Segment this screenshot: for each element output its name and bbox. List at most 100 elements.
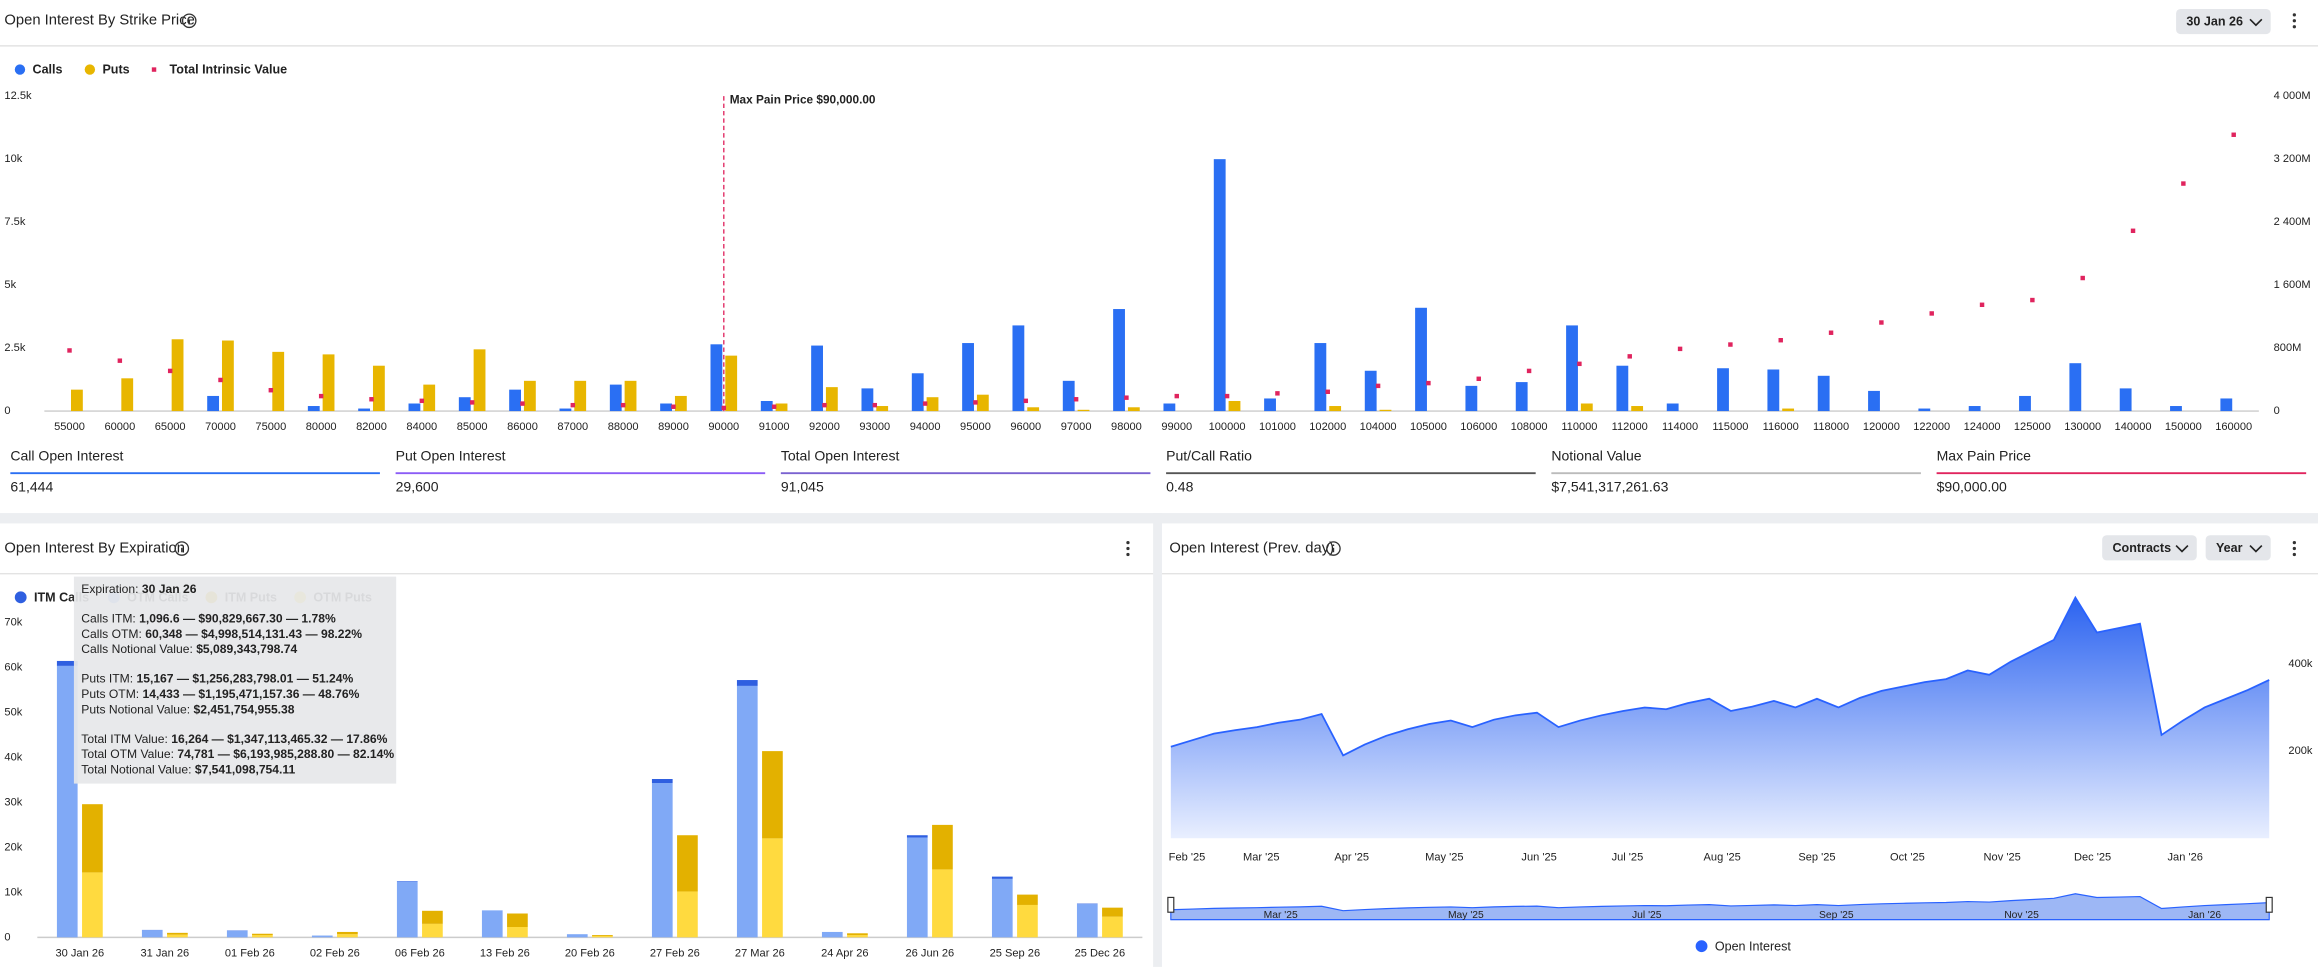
bar: [2220, 398, 2233, 412]
navigator-label: Jan '26: [2188, 910, 2221, 921]
x-tick-label: Aug '25: [1704, 851, 1741, 863]
bar-segment: [167, 932, 188, 935]
legend-marker: [151, 67, 157, 72]
bar: [962, 343, 974, 412]
x-tick-label: 130000: [2064, 421, 2101, 433]
bar: [1767, 369, 1780, 412]
bar: [272, 351, 285, 412]
menu-dot[interactable]: [2292, 541, 2296, 545]
tooltip-line: Calls Notional Value: $5,089,343,798.74: [81, 642, 297, 656]
intrinsic-marker: [1728, 342, 1733, 347]
menu-dot[interactable]: [1126, 541, 1130, 545]
bar: [710, 344, 723, 412]
x-tick-label: 30 Jan 26: [55, 948, 104, 960]
separator: [1153, 513, 1162, 967]
bar: [1580, 403, 1593, 412]
x-tick-label: 25 Sep 26: [990, 948, 1041, 960]
x-tick-label: 94000: [910, 421, 941, 433]
bar-segment: [141, 930, 163, 938]
bar: [1415, 307, 1427, 412]
bar-segment: [507, 926, 528, 938]
x-tick-label: 97000: [1061, 421, 1092, 433]
legend-label[interactable]: Open Interest: [1715, 939, 1792, 953]
x-tick-label: Jan '26: [2168, 851, 2203, 863]
x-tick-label: 27 Mar 26: [735, 948, 785, 960]
tooltip-title: Expiration: 30 Jan 26: [81, 582, 196, 596]
x-tick-label: 84000: [406, 421, 437, 433]
bar-segment: [677, 891, 698, 938]
navigator-handle[interactable]: [1167, 896, 1175, 913]
x-tick-label: 90000: [708, 421, 739, 433]
dropdown-button[interactable]: [2176, 8, 2271, 35]
dropdown-button[interactable]: [2102, 535, 2197, 561]
x-tick-label: 105000: [1410, 421, 1447, 433]
stat-label: Put Open Interest: [396, 448, 506, 464]
navigator-area: [1170, 893, 2270, 921]
menu-dot[interactable]: [2292, 552, 2296, 557]
bar: [1379, 409, 1392, 412]
bar: [1012, 325, 1025, 412]
bar: [976, 394, 989, 412]
bar-segment: [847, 933, 868, 936]
bar: [1616, 365, 1629, 412]
intrinsic-marker: [419, 398, 425, 404]
intrinsic-marker: [117, 358, 123, 363]
tooltip-line: Puts ITM: 15,167 — $1,256,283,798.01 — 5…: [81, 672, 353, 686]
intrinsic-marker: [1073, 397, 1079, 402]
navigator-handle[interactable]: [2265, 896, 2273, 913]
panel-title: Open Interest (Prev. day): [1169, 540, 1334, 556]
tooltip-line-label: Calls OTM:: [81, 627, 142, 641]
tooltip-line-value: 60,348 — $4,998,514,131.43 — 98.22%: [145, 627, 362, 641]
bar-segment: [337, 934, 358, 938]
menu-dot[interactable]: [1126, 546, 1130, 551]
tooltip-line: Calls ITM: 1,096.6 — $90,829,667.30 — 1.…: [81, 612, 336, 626]
info-icon[interactable]: [174, 541, 190, 556]
tooltip-title-label: Expiration:: [81, 582, 138, 596]
x-tick-label: 122000: [1913, 421, 1950, 433]
y-tick-label: 10k: [4, 153, 22, 165]
intrinsic-marker: [1778, 337, 1783, 343]
dropdown-button[interactable]: [2205, 535, 2271, 561]
x-tick-label: 101000: [1259, 421, 1296, 433]
bar: [1113, 309, 1125, 412]
tooltip-line-label: Puts Notional Value:: [81, 703, 190, 717]
y2-tick-label: 800M: [2274, 342, 2302, 354]
bar: [523, 380, 536, 412]
bar-segment: [762, 751, 783, 839]
menu-dot[interactable]: [2292, 13, 2296, 17]
info-icon[interactable]: [1326, 541, 1341, 556]
intrinsic-marker: [1224, 393, 1230, 399]
x-tick-label: Apr '25: [1334, 851, 1369, 863]
menu-dot[interactable]: [1126, 552, 1130, 557]
tooltip: [73, 576, 397, 784]
bar-segment: [226, 930, 248, 938]
legend-label[interactable]: Puts: [102, 63, 129, 77]
y-tick-label: 12.5k: [4, 90, 32, 102]
legend-label[interactable]: Calls: [33, 63, 63, 77]
tooltip-line-value: 1,096.6 — $90,829,667.30 — 1.78%: [139, 612, 336, 626]
x-tick-label: 100000: [1209, 421, 1246, 433]
menu-dot[interactable]: [2292, 25, 2296, 29]
y-tick-label: 0: [4, 405, 10, 417]
menu-dot[interactable]: [2292, 19, 2296, 23]
stat-label: Put/Call Ratio: [1166, 448, 1252, 464]
info-icon-dot: [1332, 544, 1335, 547]
bar: [861, 388, 874, 412]
bar: [408, 403, 421, 412]
bar-segment: [82, 804, 103, 873]
x-tick-label: 82000: [356, 421, 387, 433]
x-tick-label: Feb '25: [1169, 851, 1206, 863]
intrinsic-marker: [620, 402, 626, 408]
x-tick-label: 88000: [608, 421, 639, 433]
legend-label[interactable]: Total Intrinsic Value: [170, 63, 288, 77]
x-tick-label: Dec '25: [2074, 851, 2111, 863]
chevron: [2249, 545, 2263, 553]
bar: [509, 389, 522, 412]
intrinsic-marker: [1174, 393, 1179, 399]
info-icon[interactable]: [181, 13, 197, 29]
tooltip-line: Total ITM Value: 16,264 — $1,347,113,465…: [81, 732, 387, 746]
navigator-label: Jul '25: [1632, 910, 1662, 921]
menu-dot[interactable]: [2292, 546, 2296, 551]
bar: [1213, 159, 1226, 412]
intrinsic-marker: [2231, 132, 2236, 137]
